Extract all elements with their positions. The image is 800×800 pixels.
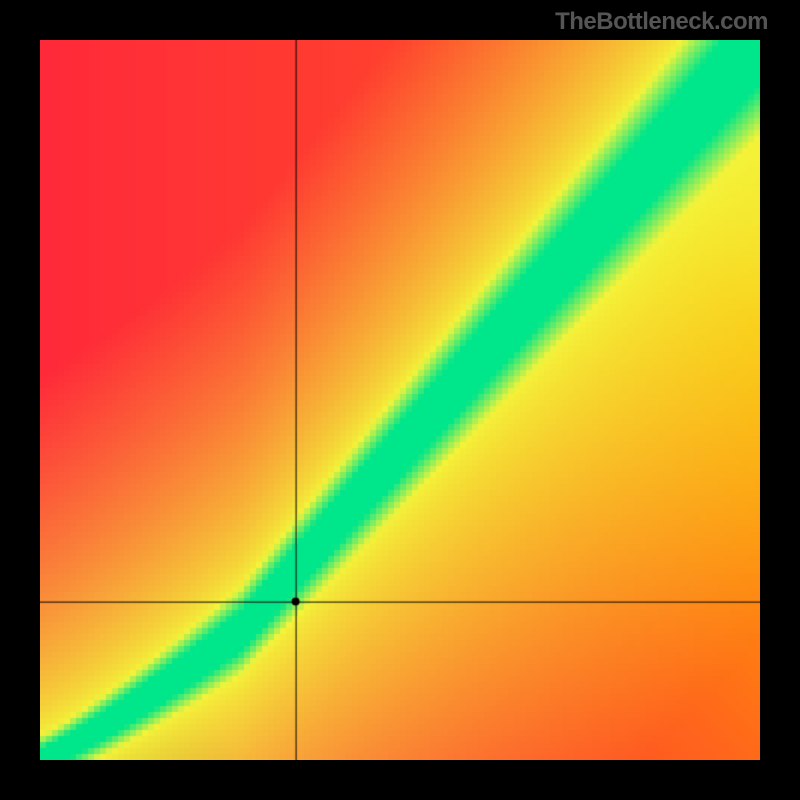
chart-container: TheBottleneck.com bbox=[0, 0, 800, 800]
bottleneck-heatmap bbox=[40, 40, 760, 760]
watermark-text: TheBottleneck.com bbox=[555, 8, 768, 36]
